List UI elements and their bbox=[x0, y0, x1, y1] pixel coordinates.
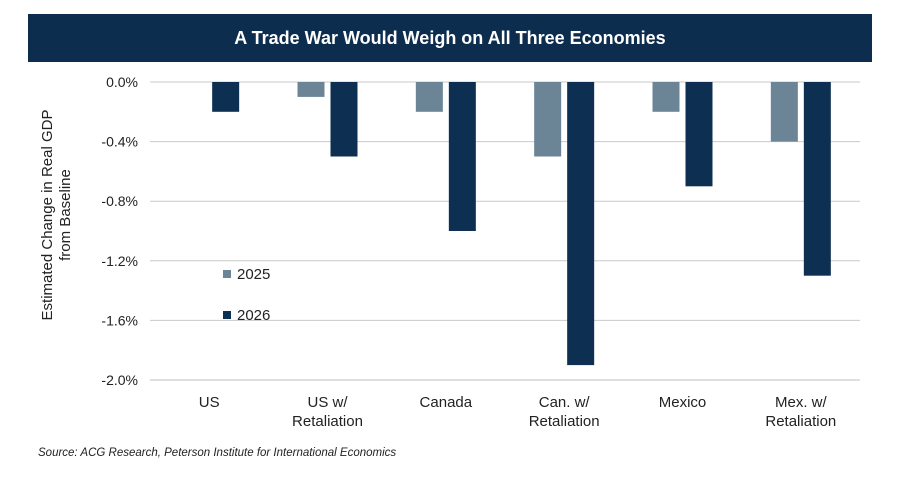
x-tick-label: Mex. w/ bbox=[775, 394, 828, 411]
x-tick-label: US bbox=[199, 394, 220, 411]
y-tick-label: 0.0% bbox=[106, 74, 138, 90]
bar-2025 bbox=[297, 82, 325, 97]
x-tick-label: Can. w/ bbox=[539, 394, 591, 411]
y-tick-label: -1.2% bbox=[101, 253, 138, 269]
x-tick-label: US w/ bbox=[307, 394, 348, 411]
legend-swatch-2026 bbox=[223, 311, 231, 319]
bar-2026 bbox=[685, 82, 713, 187]
x-tick-label: Retaliation bbox=[292, 413, 363, 430]
x-tick-label: Retaliation bbox=[765, 413, 836, 430]
legend-label-2025: 2025 bbox=[237, 266, 270, 283]
bar-2025 bbox=[652, 82, 680, 112]
source-note: Source: ACG Research, Peterson Institute… bbox=[38, 447, 397, 459]
bar-chart: 0.0% -0.4% -0.8% -1.2% -1.6% -2.0% US US w/Reta… bbox=[39, 74, 860, 430]
legend-label-2026: 2026 bbox=[237, 307, 270, 324]
y-axis-title: from Baseline bbox=[57, 169, 74, 261]
bar-2026 bbox=[803, 82, 831, 276]
x-tick-label: Canada bbox=[420, 394, 473, 411]
bar-2026 bbox=[567, 82, 595, 366]
bar-2026 bbox=[212, 82, 240, 112]
y-axis-title: Estimated Change in Real GDP bbox=[39, 110, 56, 321]
x-tick-label: Mexico bbox=[659, 394, 707, 411]
chart-title-bar: A Trade War Would Weigh on All Three Eco… bbox=[28, 14, 872, 62]
y-tick-label: -2.0% bbox=[101, 372, 138, 388]
legend-swatch-2025 bbox=[223, 270, 231, 278]
bar-2025 bbox=[415, 82, 443, 112]
chart-title: A Trade War Would Weigh on All Three Eco… bbox=[234, 27, 666, 48]
y-tick-label: -1.6% bbox=[101, 312, 138, 328]
bar-2026 bbox=[330, 82, 358, 157]
x-tick-label: Retaliation bbox=[529, 413, 600, 430]
bar-2026 bbox=[448, 82, 476, 231]
bar-2025 bbox=[770, 82, 798, 142]
bar-2025 bbox=[534, 82, 562, 157]
y-tick-label: -0.8% bbox=[101, 193, 138, 209]
y-tick-label: -0.4% bbox=[101, 134, 138, 150]
